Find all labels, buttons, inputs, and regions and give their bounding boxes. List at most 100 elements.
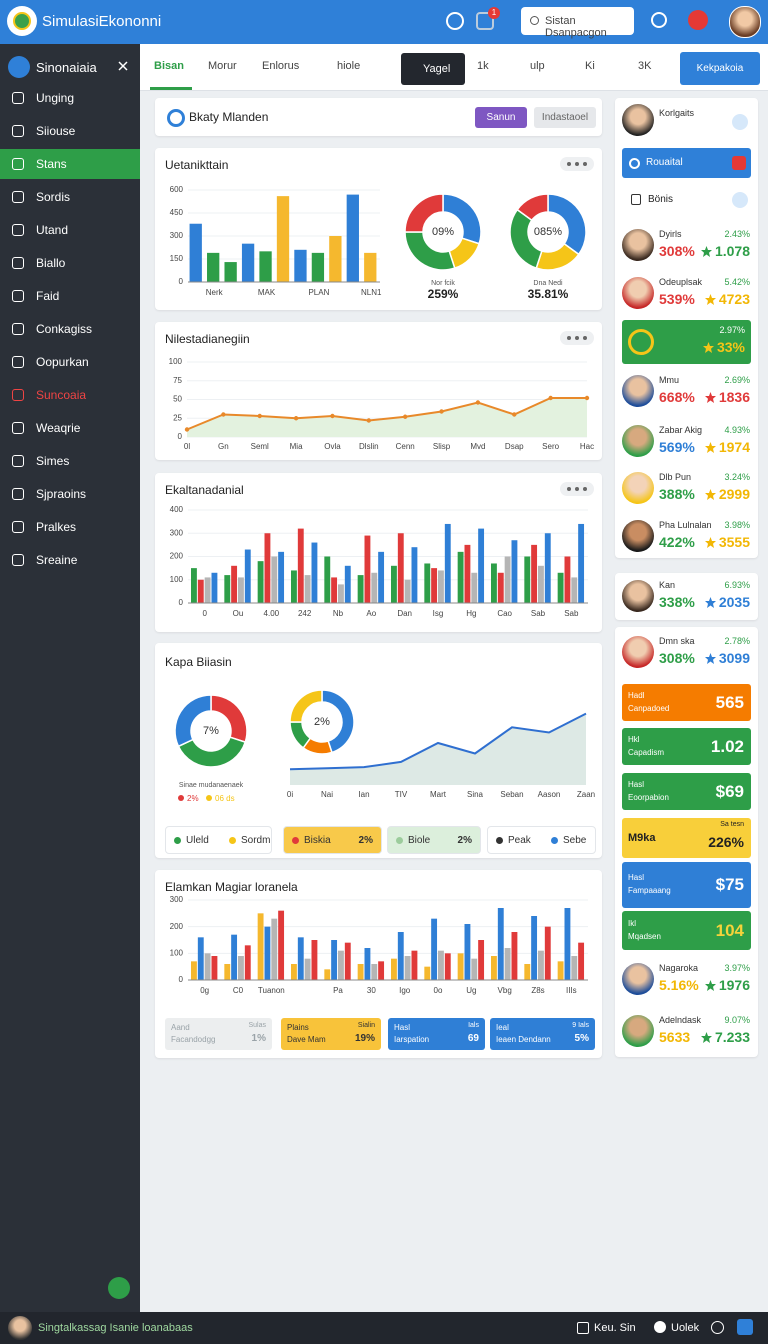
avatar [622, 520, 654, 552]
bar [391, 565, 397, 603]
tab[interactable]: Bisan [154, 60, 184, 72]
person-row[interactable]: Dyirls 2.43% 308% 1.078 [615, 224, 758, 268]
icon[interactable] [446, 12, 464, 30]
bar [224, 262, 237, 282]
nav-item[interactable]: Conkagiss [0, 314, 140, 344]
icon [167, 109, 185, 127]
chip[interactable]: Biole 2% [387, 826, 481, 854]
y-tick-label: 150 [170, 254, 184, 263]
person-top: 3.98% [724, 520, 750, 530]
status-link[interactable]: Uolek [671, 1322, 700, 1334]
avatar [622, 104, 654, 136]
nav-item[interactable]: Biallo [0, 248, 140, 278]
nav-item[interactable]: Pralkes [0, 512, 140, 542]
icon[interactable] [476, 12, 494, 30]
person-row[interactable]: Adelndask 9.07% 5633 7.233 [615, 1010, 758, 1054]
nav-item[interactable]: Sordis [0, 182, 140, 212]
nav-label: Unging [36, 91, 75, 105]
x-tick-label: Sero [542, 442, 559, 451]
close-icon[interactable] [118, 61, 128, 71]
chip-dot [292, 836, 299, 844]
chip[interactable]: Biskia 2% [283, 826, 382, 854]
stat-card: Ieal Ieaen Dendann 9 Ials 5% [490, 1018, 595, 1050]
person-row[interactable]: Mmu 2.69% 668% 1836 [615, 370, 758, 414]
person-row[interactable]: Odeuplsak 5.42% 539% 4723 [615, 272, 758, 316]
nav-item[interactable]: Sjpraoins [0, 479, 140, 509]
nav-item[interactable]: Faid [0, 281, 140, 311]
person-row[interactable]: 2.97% 33% [615, 320, 758, 364]
dropdown[interactable] [732, 192, 748, 208]
icon[interactable] [737, 1319, 753, 1335]
metric-title: Hkl [628, 734, 640, 744]
person-row[interactable]: Pha Lulnalan 3.98% 422% 3555 [615, 515, 758, 559]
star-shape [700, 1032, 712, 1043]
avatar[interactable] [729, 6, 761, 38]
bar [511, 932, 518, 980]
user-icon [8, 56, 30, 78]
person-row[interactable]: Dlb Pun 3.24% 388% 2999 [615, 467, 758, 511]
menu[interactable] [560, 482, 594, 496]
tab[interactable]: 3K [638, 60, 652, 72]
stat-subtitle: Dave Mam [287, 1035, 326, 1044]
button[interactable]: Sanun [475, 107, 527, 128]
tab[interactable]: hiole [337, 60, 361, 72]
tab[interactable]: Morur [208, 60, 237, 72]
nav-item[interactable]: Suncoaia [0, 380, 140, 410]
bar [338, 950, 344, 980]
icon[interactable] [651, 12, 667, 28]
icon[interactable] [711, 1321, 724, 1334]
nav-item[interactable]: Weaqrie [0, 413, 140, 443]
nav-item[interactable]: Oopurkan [0, 347, 140, 377]
bar [397, 533, 404, 603]
search-box[interactable]: Sistan Dsanpacgon [521, 7, 634, 39]
chip[interactable]: Uleld Sordm [165, 826, 272, 854]
tab[interactable]: Ki [585, 60, 595, 72]
chip[interactable]: Peak Sebe [487, 826, 596, 854]
nav-item[interactable]: Stans [0, 149, 140, 179]
bar [344, 942, 351, 980]
tab[interactable]: ulp [530, 60, 545, 72]
button[interactable]: Indastaoel [534, 107, 596, 128]
legend-label: 06 ds [215, 794, 235, 803]
tab[interactable]: Enlorus [262, 60, 300, 72]
menu[interactable] [560, 157, 594, 171]
bar [578, 942, 585, 980]
bar [557, 572, 564, 603]
dropdown[interactable] [732, 114, 748, 130]
person-row[interactable]: Dmn ska 2.78% 308% 3099 [615, 631, 758, 675]
nav-item[interactable]: Unging [0, 83, 140, 113]
person-pct: 5633 [659, 1029, 691, 1045]
button[interactable]: Rouaital [622, 148, 751, 178]
x-tick-label: Gn [218, 442, 229, 451]
y-tick-label: 300 [170, 231, 184, 240]
fab[interactable] [108, 1277, 130, 1299]
button[interactable]: Kekpakoia [680, 52, 760, 85]
status-link[interactable]: Keu. Sin [594, 1322, 636, 1334]
nav-item[interactable]: Utand [0, 215, 140, 245]
x-tick-label: Ian [358, 790, 369, 799]
menu[interactable] [560, 331, 594, 345]
point [512, 412, 517, 417]
chip-label: Sebe [563, 835, 587, 846]
star-icon [704, 294, 716, 305]
nav-item[interactable]: Sreaine [0, 545, 140, 575]
nav-label: Pralkes [36, 520, 77, 534]
person-name: Odeuplsak [659, 277, 703, 287]
bar [291, 570, 297, 603]
donut-center-label: 2% [314, 716, 330, 728]
tab[interactable]: Yagel [401, 53, 465, 85]
star-icon [702, 342, 714, 353]
person-row[interactable]: Kan 6.93% 338% 2035 [615, 575, 758, 619]
nav-item[interactable]: Siiouse [0, 116, 140, 146]
person-row[interactable]: Nagaroka 3.97% 5.16% 1976 [615, 958, 758, 1002]
icon[interactable] [688, 10, 708, 30]
person-row[interactable]: Zabar Akig 4.93% 569% 1974 [615, 420, 758, 464]
bar [397, 932, 404, 980]
tab[interactable]: 1k [477, 60, 489, 72]
star-shape [704, 653, 716, 664]
x-tick-label: Zaan [577, 790, 595, 799]
bar [257, 913, 264, 980]
nav-item[interactable]: Simes [0, 446, 140, 476]
bar [364, 252, 377, 282]
